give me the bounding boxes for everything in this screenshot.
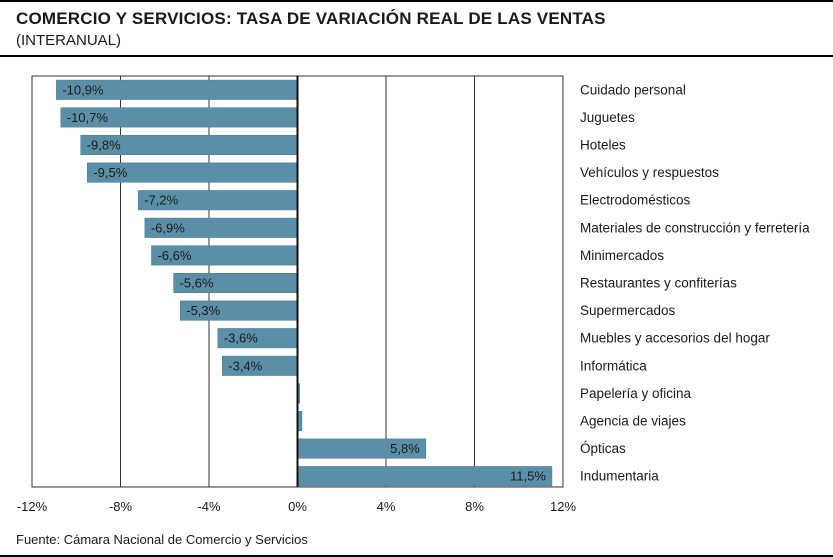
data-label: -9,5% <box>93 165 127 180</box>
header-divider <box>0 55 833 57</box>
category-label: Ópticas <box>580 441 626 456</box>
category-label: Papelería y oficina <box>580 386 692 401</box>
category-label: Restaurantes y confiterías <box>580 276 737 291</box>
tick-label: 4% <box>377 499 396 514</box>
data-label: -10,9% <box>62 82 104 97</box>
tick-label: 8% <box>465 499 484 514</box>
data-label: -9,8% <box>87 138 121 153</box>
data-label: -6,9% <box>151 220 185 235</box>
tick-label: 0% <box>288 499 307 514</box>
data-label: -6,6% <box>157 248 191 263</box>
source-note: Fuente: Cámara Nacional de Comercio y Se… <box>16 532 308 547</box>
category-label: Indumentaria <box>580 469 659 484</box>
chart-title: COMERCIO Y SERVICIOS: TASA DE VARIACIÓN … <box>16 9 606 28</box>
tick-label: 12% <box>550 499 576 514</box>
category-label: Juguetes <box>580 110 635 125</box>
data-label: -7,2% <box>144 193 178 208</box>
data-label: 5,8% <box>390 441 420 456</box>
chart-subtitle: (INTERANUAL) <box>16 32 122 49</box>
category-label: Informática <box>580 358 647 373</box>
data-label: -3,6% <box>224 331 258 346</box>
tick-label: -12% <box>17 499 48 514</box>
category-label: Muebles y accesorios del hogar <box>580 331 770 346</box>
category-label: Materiales de construcción y ferretería <box>580 220 810 235</box>
category-label: Electrodomésticos <box>580 193 691 208</box>
data-label: -10,7% <box>67 110 109 125</box>
category-label: Supermercados <box>580 303 676 318</box>
tick-label: -4% <box>197 499 221 514</box>
data-label: -5,6% <box>180 276 214 291</box>
category-label: Minimercados <box>580 248 664 263</box>
category-label: Cuidado personal <box>580 82 686 97</box>
data-label: -3,4% <box>228 358 262 373</box>
data-label: -5,3% <box>186 303 220 318</box>
bar-chart: -10,9% Cuidado personal -10,7% Juguetes -9,8… <box>17 75 810 514</box>
category-label: Vehículos y respuestos <box>580 165 719 180</box>
tick-label: -8% <box>109 499 133 514</box>
data-label: 11,5% <box>510 469 546 484</box>
category-label: Agencia de viajes <box>580 414 686 429</box>
category-label: Hoteles <box>580 138 626 153</box>
